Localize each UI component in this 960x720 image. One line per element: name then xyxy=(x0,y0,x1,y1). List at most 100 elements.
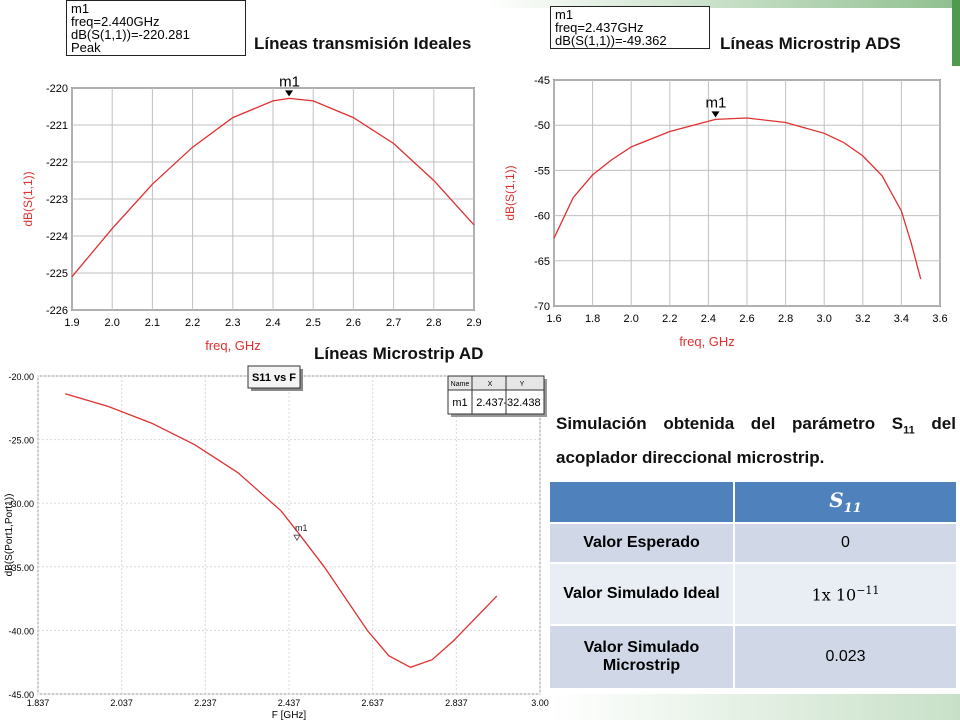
y-tick-label: -35.00 xyxy=(8,563,34,573)
marker-table-header: X xyxy=(488,381,493,388)
x-tick-label: 2.4 xyxy=(701,313,716,325)
marker-box-2: m1 freq=2.437GHz dB(S(1,1))=-49.362 xyxy=(550,6,710,49)
chart-title: S11 vs F xyxy=(252,372,296,384)
marker-table-cell: m1 xyxy=(452,397,467,409)
marker-box-1: m1 freq=2.440GHz dB(S(1,1))=-220.281 Pea… xyxy=(66,0,246,56)
y-tick-label: -45 xyxy=(534,75,550,87)
x-tick-label: 3.4 xyxy=(894,313,909,325)
summary-part1: Simulación obtenida del parámetro S xyxy=(556,414,904,433)
marker-label: m1 xyxy=(706,94,727,111)
row-value: 0 xyxy=(733,522,958,564)
y-tick-label: -225 xyxy=(46,268,68,280)
table-header-s11: S11 xyxy=(733,480,958,524)
x-tick-label: 2.437 xyxy=(278,698,301,708)
plot-area xyxy=(37,375,541,695)
x-tick-label: 3.0 xyxy=(817,313,832,325)
decor-edge-bottom xyxy=(550,694,960,720)
y-axis-label: dB(S(1,1)) xyxy=(21,171,35,226)
x-tick-label: 2.8 xyxy=(426,317,441,329)
y-tick-label: -221 xyxy=(46,120,68,132)
x-tick-label: 3.6 xyxy=(932,313,947,325)
x-tick-label: 2.0 xyxy=(105,317,120,329)
y-tick-label: -70 xyxy=(534,301,550,313)
series-line xyxy=(71,97,475,278)
y-tick-label: -60 xyxy=(534,211,550,223)
chart-microstrip-hfss: 1.837 2.037 2.237 2.437 2.637 2.837 3.00 -20.00… xyxy=(4,365,549,720)
y-axis-label: dB(S(Port1,Port1)) xyxy=(4,494,15,577)
x-axis-label: freq, GHz xyxy=(205,338,261,353)
title-box xyxy=(247,365,301,389)
table-row: Valor Simulado Ideal 1x 10−11 xyxy=(548,562,958,626)
x-tick-label: 2.237 xyxy=(194,698,217,708)
chart3-heading: Líneas Microstrip AD xyxy=(314,344,484,363)
x-tick-label: 2.4 xyxy=(265,317,280,329)
marker-line: freq=2.437GHz xyxy=(555,20,644,35)
chart2-heading: Líneas Microstrip ADS xyxy=(720,34,901,53)
x-tick-label: 2.7 xyxy=(386,317,401,329)
summary-sub: 11 xyxy=(903,424,915,437)
marker-label: m1 xyxy=(295,523,308,533)
marker-line: m1 xyxy=(71,1,90,16)
marker-line: freq=2.440GHz xyxy=(71,14,160,29)
y-tick-label: -65 xyxy=(534,256,550,268)
x-tick-label: 1.8 xyxy=(585,313,600,325)
marker-table-cell: 2.437 xyxy=(476,397,504,409)
marker-line: dB(S(1,1))=-220.281 xyxy=(71,27,190,42)
x-tick-label: 2.6 xyxy=(346,317,361,329)
row-label: Valor Esperado xyxy=(548,522,735,564)
x-tick-label: 2.9 xyxy=(466,317,481,329)
x-axis-label: F [GHz] xyxy=(272,710,307,720)
summary-text: Simulación obtenida del parámetro S11 de… xyxy=(556,410,956,471)
x-axis-label: freq, GHz xyxy=(679,334,735,349)
series-line xyxy=(553,117,922,280)
y-tick-label: -55 xyxy=(534,165,550,177)
chart-microstrip-ads: 1.6 1.8 2.0 2.2 2.4 2.6 2.8 3.0 3.2 3.4 3.6 -45 -50 -… xyxy=(503,75,948,349)
marker-triangle xyxy=(293,534,301,541)
x-tick-label: 1.837 xyxy=(27,698,50,708)
x-tick-label: 2.1 xyxy=(145,317,160,329)
x-tick-label: 2.6 xyxy=(739,313,754,325)
results-table: S11 Valor Esperado 0 Valor Simulado Idea… xyxy=(548,480,958,690)
y-tick-label: -25.00 xyxy=(8,436,34,446)
x-tick-label: 2.637 xyxy=(361,698,384,708)
row-value: 0.023 xyxy=(733,624,958,690)
y-tick-label: -222 xyxy=(46,157,68,169)
x-tick-label: 1.9 xyxy=(64,317,79,329)
x-tick-label: 2.2 xyxy=(185,317,200,329)
x-tick-label: 2.037 xyxy=(110,698,133,708)
marker-line: m1 xyxy=(555,7,574,22)
x-tick-label: 2.5 xyxy=(306,317,321,329)
y-tick-label: -224 xyxy=(46,231,68,243)
marker-table-header: Name xyxy=(451,381,470,388)
summary-part2: del acoplador direccional microstrip. xyxy=(556,414,956,468)
x-tick-label: 2.2 xyxy=(662,313,677,325)
x-tick-label: 3.2 xyxy=(855,313,870,325)
row-label: Valor Simulado Microstrip xyxy=(548,624,735,690)
marker-label: m1 xyxy=(279,73,300,90)
y-tick-label: -223 xyxy=(46,194,68,206)
x-tick-label: 2.837 xyxy=(445,698,468,708)
x-tick-label: 3.00 xyxy=(531,698,549,708)
y-tick-label: -45.00 xyxy=(8,690,34,700)
y-tick-label: -226 xyxy=(46,305,68,317)
table-header-blank xyxy=(548,480,735,524)
y-tick-label: -40.00 xyxy=(8,626,34,636)
x-tick-label: 2.0 xyxy=(624,313,639,325)
marker-triangle xyxy=(285,90,294,97)
row-label: Valor Simulado Ideal xyxy=(548,562,735,626)
x-tick-label: 2.8 xyxy=(778,313,793,325)
y-axis-label: dB(S(1,1)) xyxy=(503,165,517,220)
y-tick-label: -50 xyxy=(534,120,550,132)
series-line xyxy=(65,393,498,669)
row-value: 1x 10−11 xyxy=(733,562,958,626)
chart-ideal-lines: 1.9 2.0 2.1 2.2 2.3 2.4 2.5 2.6 2.7 2.8 2.9 -220 -22… xyxy=(21,73,482,353)
y-tick-label: -220 xyxy=(46,83,68,95)
marker-line: Peak xyxy=(71,40,101,55)
marker-table-cell: -32.438 xyxy=(503,397,540,409)
decor-band xyxy=(488,0,960,8)
x-tick-label: 2.3 xyxy=(225,317,240,329)
y-tick-label: -30.00 xyxy=(8,499,34,509)
table-row: Valor Esperado 0 xyxy=(548,522,958,564)
marker-triangle xyxy=(711,111,720,118)
x-tick-label: 1.6 xyxy=(546,313,561,325)
